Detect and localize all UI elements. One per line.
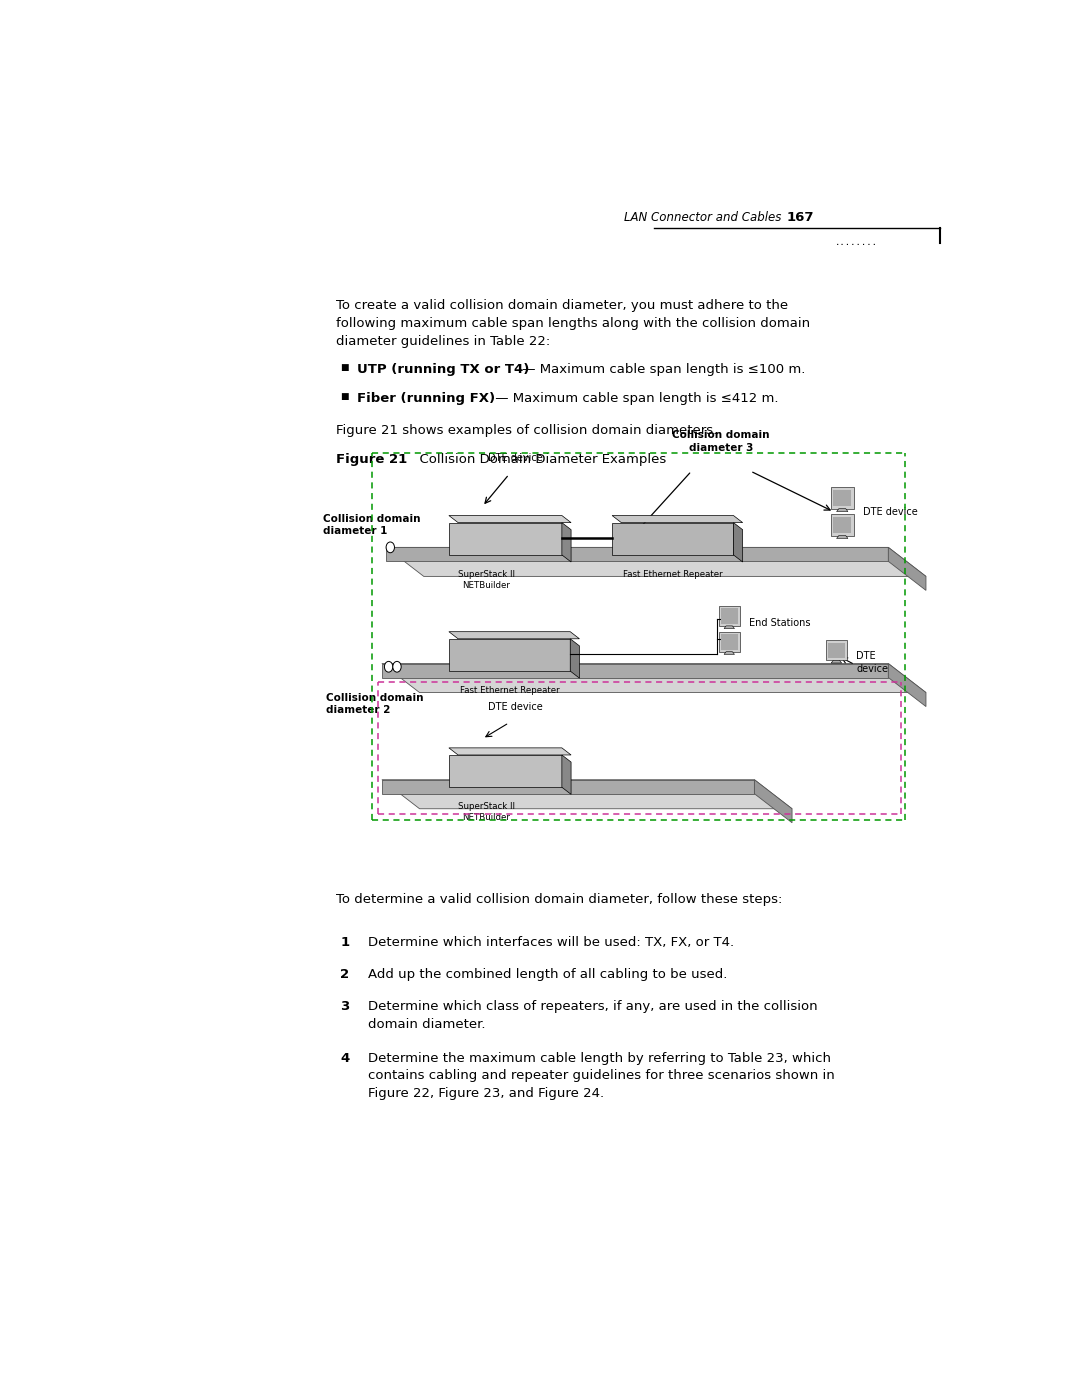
- Polygon shape: [733, 522, 743, 562]
- Circle shape: [384, 661, 393, 672]
- Text: Collision domain
diameter 1: Collision domain diameter 1: [323, 514, 421, 536]
- Polygon shape: [570, 638, 580, 678]
- Text: LAN Connector and Cables: LAN Connector and Cables: [624, 211, 781, 224]
- Polygon shape: [831, 514, 853, 535]
- Text: SuperStack II
NETBuilder: SuperStack II NETBuilder: [458, 802, 515, 823]
- Text: DTE device: DTE device: [488, 454, 543, 464]
- Polygon shape: [754, 780, 792, 823]
- Text: 3: 3: [340, 1000, 349, 1013]
- Polygon shape: [449, 515, 571, 522]
- Polygon shape: [382, 664, 889, 678]
- Text: To create a valid collision domain diameter, you must adhere to the
following ma: To create a valid collision domain diame…: [336, 299, 810, 348]
- Polygon shape: [449, 747, 571, 754]
- Text: Figure 21: Figure 21: [336, 453, 407, 465]
- Text: 1: 1: [340, 936, 349, 949]
- Polygon shape: [724, 626, 734, 629]
- Text: To determine a valid collision domain diameter, follow these steps:: To determine a valid collision domain di…: [336, 893, 782, 905]
- Polygon shape: [449, 522, 562, 555]
- Polygon shape: [382, 780, 754, 793]
- Polygon shape: [719, 606, 740, 626]
- Text: End Stations: End Stations: [748, 617, 810, 627]
- Text: Determine the maximum cable length by referring to Table 23, which
contains cabl: Determine the maximum cable length by re…: [367, 1052, 835, 1099]
- Text: Fast Ethernet Repeater: Fast Ethernet Repeater: [460, 686, 559, 696]
- Polygon shape: [449, 754, 562, 788]
- Text: DTE device: DTE device: [488, 701, 543, 712]
- Text: ........: ........: [835, 237, 878, 246]
- Text: 167: 167: [786, 211, 813, 224]
- Text: DTE
device: DTE device: [856, 651, 889, 673]
- Polygon shape: [562, 522, 571, 562]
- Polygon shape: [889, 664, 926, 707]
- Polygon shape: [826, 640, 847, 661]
- Text: — Maximum cable span length is ≤100 m.: — Maximum cable span length is ≤100 m.: [517, 363, 805, 376]
- Text: Fiber (running FX): Fiber (running FX): [356, 393, 495, 405]
- Polygon shape: [832, 661, 841, 664]
- Polygon shape: [833, 517, 851, 534]
- Polygon shape: [562, 754, 571, 795]
- Text: Figure 21 shows examples of collision domain diameters.: Figure 21 shows examples of collision do…: [336, 423, 717, 437]
- Polygon shape: [837, 509, 848, 511]
- Text: Add up the combined length of all cabling to be used.: Add up the combined length of all cablin…: [367, 968, 727, 981]
- Text: 2: 2: [340, 968, 349, 981]
- Polygon shape: [449, 638, 570, 671]
- Polygon shape: [837, 535, 848, 538]
- Text: ■: ■: [340, 363, 349, 373]
- Text: Determine which interfaces will be used: TX, FX, or T4.: Determine which interfaces will be used:…: [367, 936, 733, 949]
- Text: SuperStack II
NETBuilder: SuperStack II NETBuilder: [458, 570, 515, 590]
- Polygon shape: [612, 522, 733, 555]
- Text: 4: 4: [340, 1052, 349, 1065]
- Polygon shape: [831, 486, 853, 509]
- Circle shape: [386, 542, 394, 553]
- Text: DTE device: DTE device: [863, 507, 918, 517]
- Polygon shape: [833, 489, 851, 507]
- Text: ■: ■: [340, 393, 349, 401]
- Circle shape: [393, 661, 401, 672]
- Polygon shape: [828, 643, 845, 658]
- Text: UTP (running TX or T4): UTP (running TX or T4): [356, 363, 529, 376]
- Text: Determine which class of repeaters, if any, are used in the collision
domain dia: Determine which class of repeaters, if a…: [367, 1000, 818, 1031]
- Text: Collision Domain Diameter Examples: Collision Domain Diameter Examples: [411, 453, 666, 465]
- Polygon shape: [724, 651, 734, 654]
- Polygon shape: [382, 780, 792, 809]
- Polygon shape: [387, 548, 889, 562]
- Text: Fast Ethernet Repeater: Fast Ethernet Repeater: [623, 570, 723, 578]
- Polygon shape: [387, 548, 926, 577]
- Polygon shape: [382, 664, 926, 693]
- Polygon shape: [721, 609, 738, 624]
- Text: Collision domain
diameter 2: Collision domain diameter 2: [326, 693, 423, 715]
- Text: — Maximum cable span length is ≤412 m.: — Maximum cable span length is ≤412 m.: [490, 393, 779, 405]
- Polygon shape: [612, 515, 743, 522]
- Text: Collision domain
diameter 3: Collision domain diameter 3: [672, 430, 770, 453]
- Polygon shape: [721, 634, 738, 650]
- Polygon shape: [449, 631, 580, 638]
- Polygon shape: [719, 631, 740, 651]
- Polygon shape: [889, 548, 926, 591]
